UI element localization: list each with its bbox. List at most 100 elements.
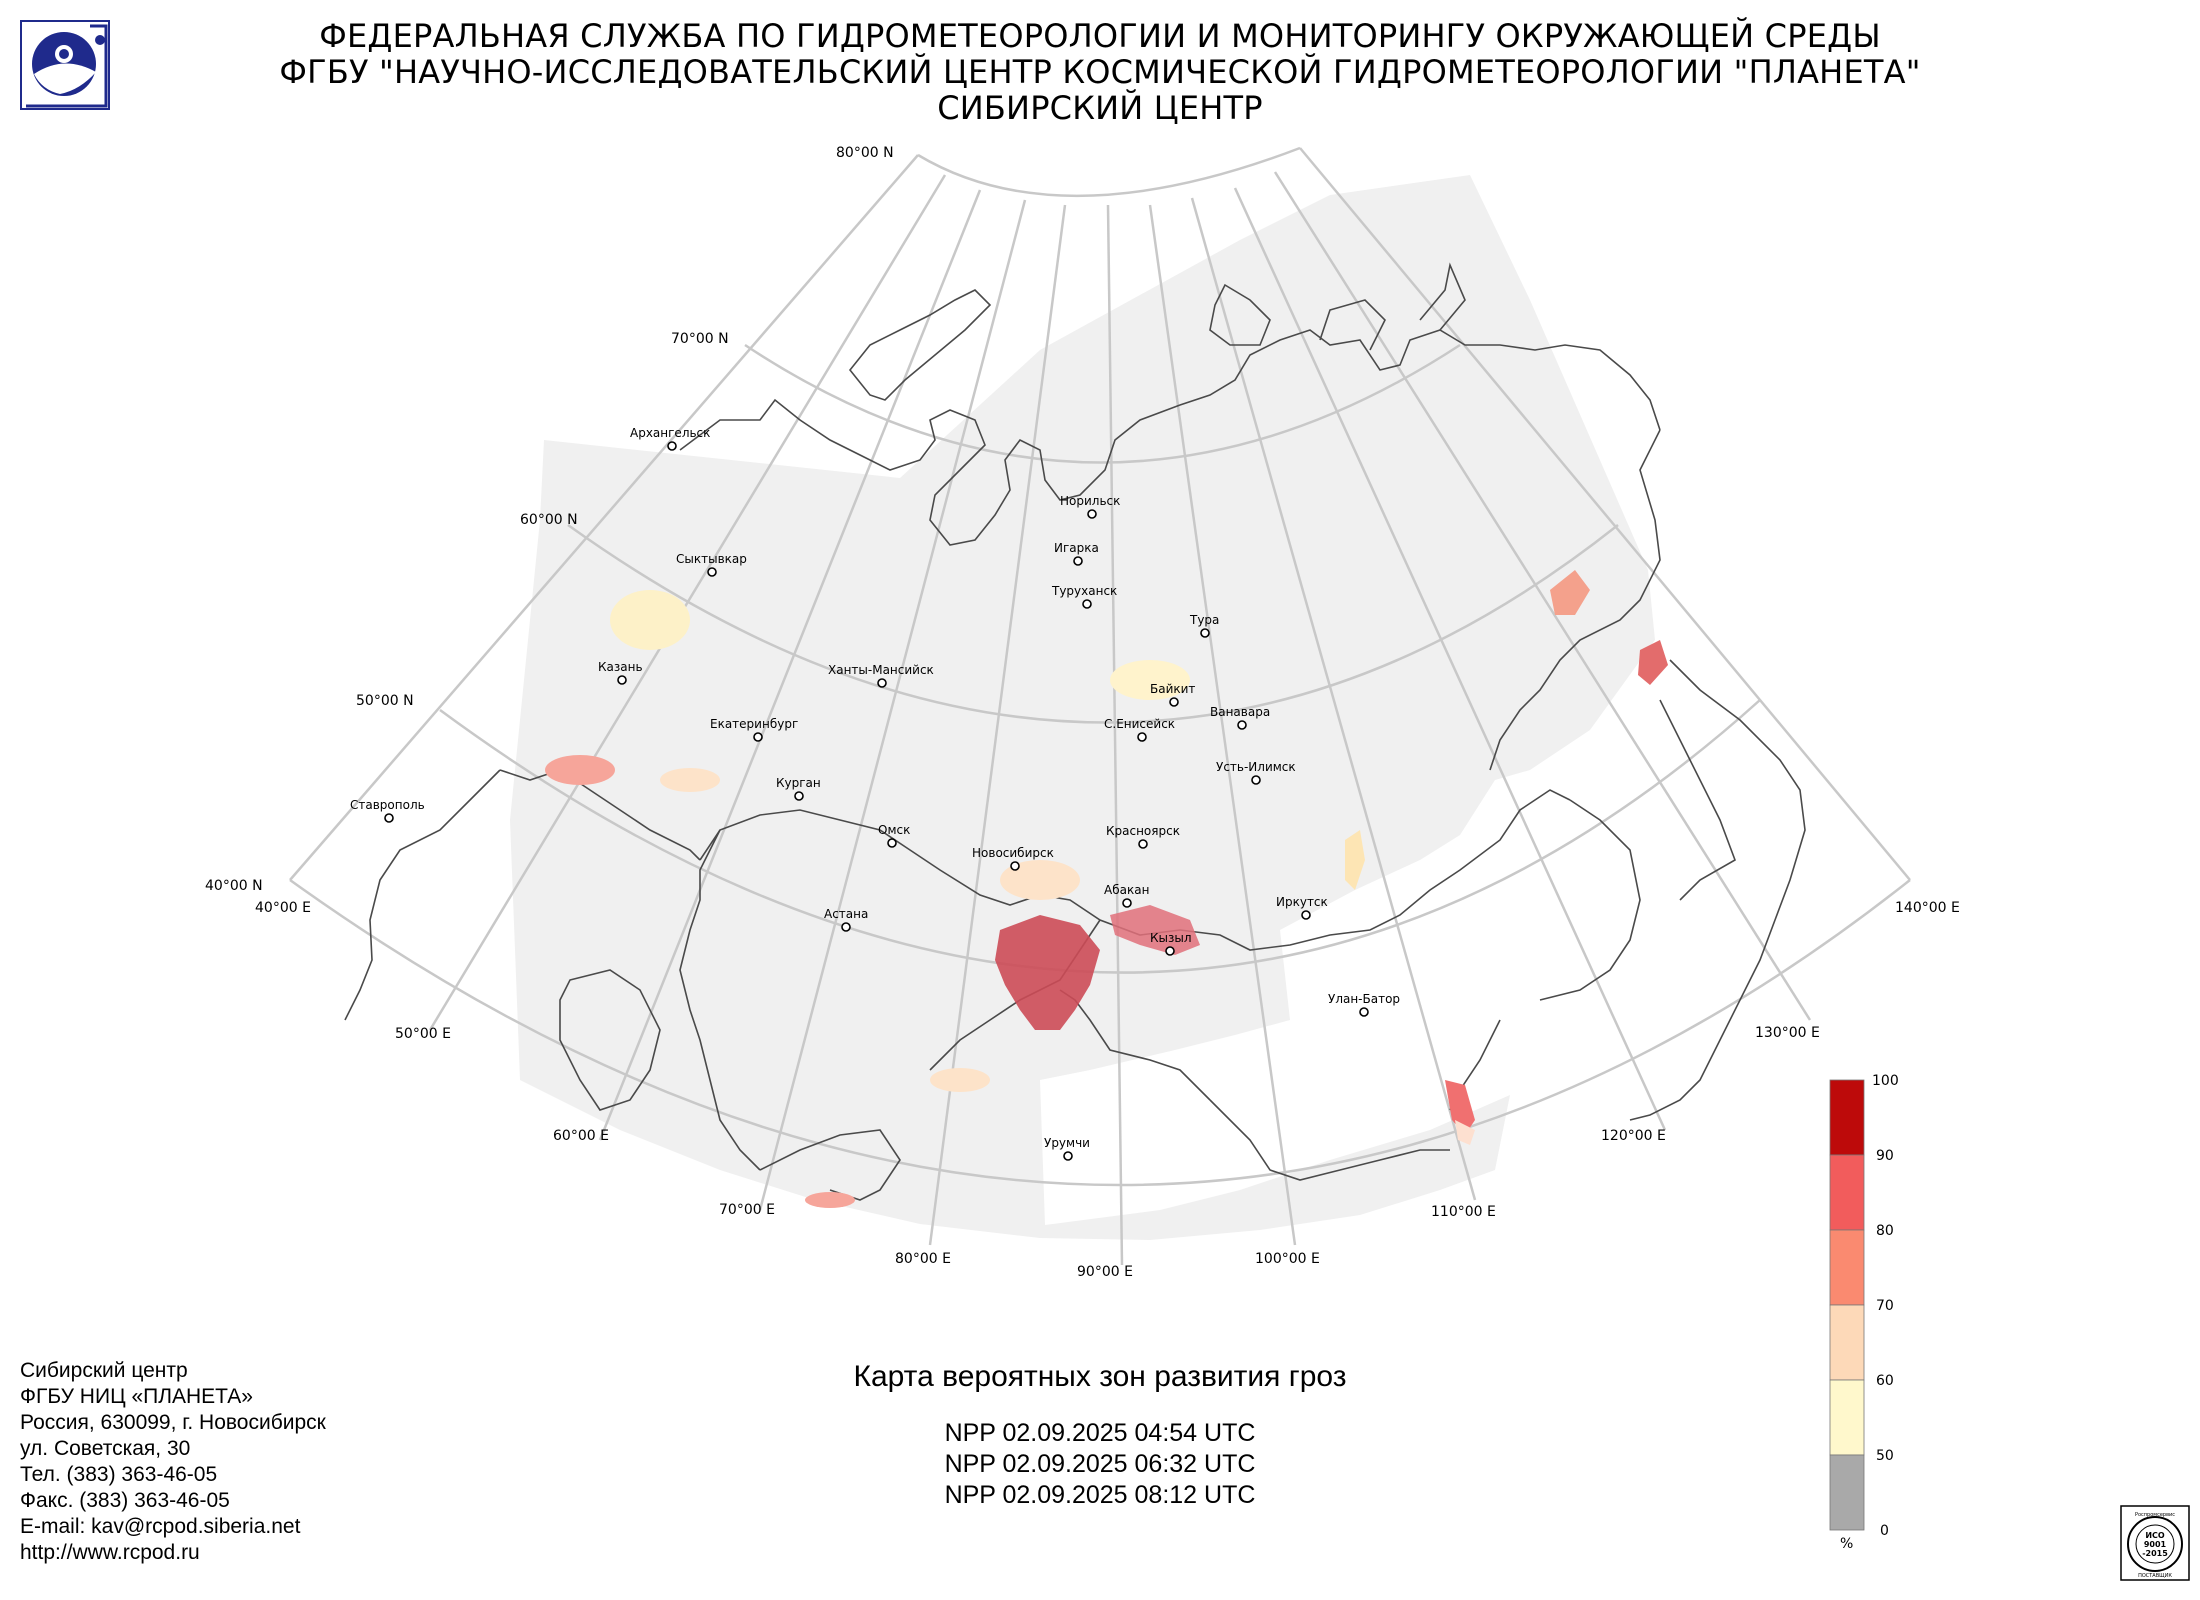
city-label: С.Енисейск — [1104, 717, 1175, 731]
city-marker — [753, 732, 763, 742]
city-label: Туруханск — [1051, 584, 1117, 598]
parallel-60n — [567, 523, 1619, 724]
city-label: Архангельск — [630, 426, 710, 440]
city-marker — [794, 791, 804, 801]
city-marker — [1200, 628, 1210, 638]
lon-label-80: 80°00 E — [895, 1251, 951, 1267]
storm-zone-south-kz — [805, 1192, 855, 1208]
storm-zone-mongolia-east — [1445, 1080, 1475, 1135]
city-marker — [1237, 720, 1247, 730]
contact-line: Факс. (383) 363-46-05 — [20, 1489, 230, 1512]
lon-label-70: 70°00 E — [719, 1202, 775, 1218]
storm-zone-kamchatka — [1638, 640, 1668, 685]
header-line-1: ФЕДЕРАЛЬНАЯ СЛУЖБА ПО ГИДРОМЕТЕОРОЛОГИИ … — [319, 17, 1881, 55]
city-marker — [384, 813, 394, 823]
lon-label-50: 50°00 E — [395, 1026, 451, 1042]
city-label: Красноярск — [1106, 824, 1180, 838]
city-marker — [1010, 861, 1020, 871]
city-label: Курган — [776, 776, 821, 790]
legend-tick: 0 — [1880, 1523, 1889, 1539]
map-title: Карта вероятных зон развития гроз — [853, 1360, 1347, 1393]
iso-logo-text-3: -2015 — [2142, 1549, 2168, 1558]
legend-tick: 70 — [1876, 1298, 1894, 1314]
city-label: Новосибирск — [972, 846, 1054, 860]
header: ФЕДЕРАЛЬНАЯ СЛУЖБА ПО ГИДРОМЕТЕОРОЛОГИИ … — [140, 18, 2060, 126]
city-marker — [1165, 946, 1175, 956]
city-label: Омск — [878, 823, 910, 837]
iso-logo-name: Роспромсервис — [2135, 1512, 2175, 1518]
legend-swatch-80-90 — [1829, 1154, 1865, 1231]
contact-line: Россия, 630099, г. Новосибирск — [20, 1411, 326, 1434]
lon-label-90: 90°00 E — [1077, 1264, 1133, 1280]
city-label: Ханты-Мансийск — [828, 663, 934, 677]
contacts-block: Сибирский центр ФГБУ НИЦ «ПЛАНЕТА» Росси… — [20, 1358, 326, 1566]
lon-label-60: 60°00 E — [553, 1128, 609, 1144]
pass-line: NPP 02.09.2025 06:32 UTC — [944, 1450, 1256, 1478]
legend-tick: 100 — [1872, 1073, 1899, 1089]
city-marker — [1138, 839, 1148, 849]
parallel-50n — [439, 699, 1761, 974]
storm-zone-okhotsk — [1550, 570, 1590, 615]
city-marker — [1063, 1151, 1073, 1161]
pass-line: NPP 02.09.2025 08:12 UTC — [944, 1481, 1256, 1509]
city-marker — [1301, 910, 1311, 920]
header-line-3: СИБИРСКИЙ ЦЕНТР — [937, 89, 1263, 127]
city-label: Екатеринбург — [710, 717, 798, 731]
storm-zone-kazakh — [660, 768, 720, 792]
lat-label-50: 50°00 N — [356, 693, 414, 709]
storm-zones — [545, 570, 1668, 1208]
city-marker — [1359, 1007, 1369, 1017]
lon-label-130: 130°00 E — [1755, 1025, 1820, 1041]
contact-line: ФГБУ НИЦ «ПЛАНЕТА» — [20, 1385, 253, 1408]
storm-zone-evenkia — [1110, 660, 1190, 700]
planeta-logo — [20, 20, 110, 110]
city-marker — [841, 922, 851, 932]
iso-certification-logo: Роспромсервис ИСО 9001 -2015 ПОСТАВЩИК — [2120, 1505, 2190, 1581]
cities: Архангельск Сыктывкар Норильск Игарка Ту… — [350, 426, 1400, 1161]
legend-swatch-0-50 — [1829, 1454, 1865, 1531]
lon-label-100: 100°00 E — [1255, 1251, 1320, 1267]
legend-tick: 90 — [1876, 1148, 1894, 1164]
city-marker — [887, 838, 897, 848]
legend-unit: % — [1840, 1536, 1853, 1550]
city-label: Байкит — [1150, 682, 1195, 696]
contact-line: ул. Советская, 30 — [20, 1437, 191, 1460]
storm-zone-xinjiang — [930, 1068, 990, 1092]
coverage-swath — [510, 175, 1655, 1240]
storm-zone-core-2 — [1110, 905, 1200, 955]
lon-label-120: 120°00 E — [1601, 1128, 1666, 1144]
city-label: Иркутск — [1276, 895, 1328, 909]
iso-logo-text-2: 9001 — [2144, 1540, 2167, 1549]
city-marker — [707, 567, 717, 577]
contact-line: Тел. (383) 363-46-05 — [20, 1463, 218, 1486]
city-label: Усть-Илимск — [1216, 760, 1296, 774]
contact-website[interactable]: http://www.rcpod.ru — [20, 1541, 200, 1564]
storm-zone-mongolia-east-2 — [1455, 1120, 1475, 1145]
legend-tick: 60 — [1876, 1373, 1894, 1389]
legend-swatch-50-60 — [1829, 1379, 1865, 1456]
city-label: Улан-Батор — [1328, 992, 1400, 1006]
city-label: Ставрополь — [350, 798, 425, 812]
contact-email[interactable]: E-mail: kav@rcpod.siberia.net — [20, 1515, 301, 1538]
city-label: Ванавара — [1210, 705, 1270, 719]
lon-label-140: 140°00 E — [1895, 900, 1960, 916]
city-label: Урумчи — [1044, 1136, 1090, 1150]
graticule-parallels — [289, 146, 1911, 1187]
city-marker — [1082, 599, 1092, 609]
satellite-passes: NPP 02.09.2025 04:54 UTC NPP 02.09.2025 … — [700, 1418, 1500, 1511]
lat-label-80: 80°00 N — [836, 145, 894, 161]
storm-zone-ural — [610, 590, 690, 650]
legend-swatch-60-70 — [1829, 1304, 1865, 1381]
latitude-labels: 80°00 N 70°00 N 60°00 N 50°00 N 40°00 N — [205, 145, 894, 894]
pass-line: NPP 02.09.2025 04:54 UTC — [944, 1419, 1256, 1447]
city-marker — [877, 678, 887, 688]
iso-logo-footer: ПОСТАВЩИК — [2138, 1573, 2172, 1579]
header-line-2: ФГБУ "НАУЧНО-ИССЛЕДОВАТЕЛЬСКИЙ ЦЕНТР КОС… — [279, 53, 1921, 91]
lon-label-40: 40°00 E — [255, 900, 311, 916]
legend-swatch-70-80 — [1829, 1229, 1865, 1306]
storm-zone-core — [995, 915, 1100, 1030]
legend-swatch-90-100 — [1829, 1079, 1865, 1156]
city-label: Тура — [1189, 613, 1219, 627]
lat-label-70: 70°00 N — [671, 331, 729, 347]
